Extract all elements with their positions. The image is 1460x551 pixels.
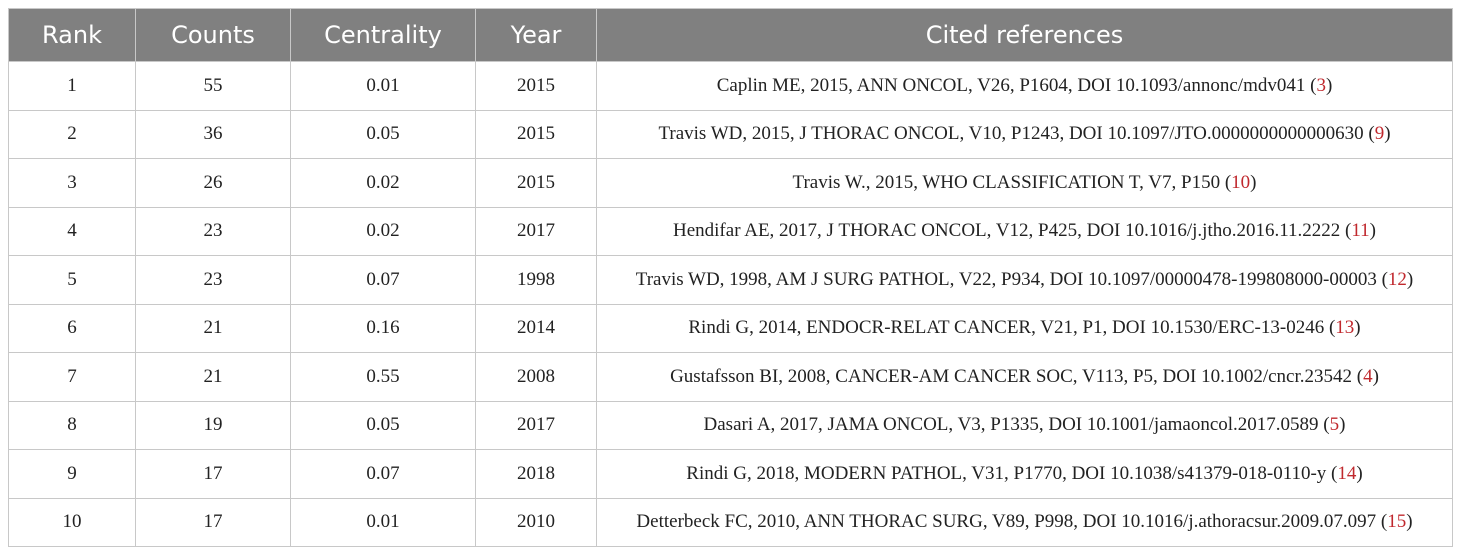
reference-cell: Rindi G, 2014, ENDOCR-RELAT CANCER, V21,… <box>596 303 1453 353</box>
table-cell: 2018 <box>475 449 597 499</box>
reference-text: ) <box>1384 123 1391 145</box>
table-cell: 0.02 <box>290 158 476 208</box>
reference-text: ) <box>1325 74 1333 96</box>
table-cell: 2010 <box>475 497 597 547</box>
table-cell: 23 <box>135 255 291 305</box>
table-row: 3 26 0.02 2015 Travis W., 2015, WHO CLASSIFI… <box>8 158 1453 208</box>
reference-text: ) <box>1356 462 1363 484</box>
citation-number: 5 <box>1329 414 1340 436</box>
header-cell: Year <box>475 8 597 62</box>
citation-number: 13 <box>1335 317 1355 339</box>
table-row: 7 21 0.55 2008 Gustafsson BI, 2008, CANCER-A… <box>8 352 1453 402</box>
table-cell: 26 <box>135 158 291 208</box>
table-cell: 36 <box>135 109 291 159</box>
reference-text: ) <box>1339 414 1346 436</box>
table-cell: 10 <box>8 497 136 547</box>
reference-text: Rindi G, 2018, MODERN PATHOL, V31, P1770… <box>686 462 1338 484</box>
table-cell: 5 <box>8 255 136 305</box>
reference-cell: Dasari A, 2017, JAMA ONCOL, V3, P1335, D… <box>596 400 1453 450</box>
table-cell: 55 <box>135 61 291 111</box>
citation-number: 10 <box>1231 171 1251 193</box>
table-cell: 0.05 <box>290 400 476 450</box>
table-cell: 0.16 <box>290 303 476 353</box>
table-cell: 21 <box>135 352 291 402</box>
table-cell: 1 <box>8 61 136 111</box>
citation-number: 12 <box>1387 268 1407 290</box>
reference-cell: Caplin ME, 2015, ANN ONCOL, V26, P1604, … <box>596 61 1453 111</box>
reference-cell: Hendifar AE, 2017, J THORAC ONCOL, V12, … <box>596 206 1453 256</box>
reference-text: ) <box>1250 171 1257 193</box>
header-cell: Cited references <box>596 8 1453 62</box>
table-cell: 19 <box>135 400 291 450</box>
header-cell: Centrality <box>290 8 476 62</box>
table-cell: 9 <box>8 449 136 499</box>
citation-number: 3 <box>1316 74 1326 96</box>
table-cell: 2017 <box>475 206 597 256</box>
table-cell: 0.01 <box>290 497 476 547</box>
reference-text: Travis WD, 1998, AM J SURG PATHOL, V22, … <box>635 268 1388 290</box>
table-cell: 4 <box>8 206 136 256</box>
reference-text: ) <box>1369 220 1376 242</box>
table-cell: 1998 <box>475 255 597 305</box>
citation-number: 14 <box>1337 462 1357 484</box>
header-cell: Rank <box>8 8 136 62</box>
reference-text: Gustafsson BI, 2008, CANCER-AM CANCER SO… <box>670 365 1364 387</box>
reference-text: Detterbeck FC, 2010, ANN THORAC SURG, V8… <box>636 511 1388 533</box>
reference-text: Travis W., 2015, WHO CLASSIFICATION T, V… <box>792 171 1232 193</box>
reference-text: ) <box>1406 511 1413 533</box>
table-row: 5 23 0.07 1998 Travis WD, 1998, AM J SURG PA… <box>8 255 1453 305</box>
citation-number: 4 <box>1363 365 1373 387</box>
table-row: 2 36 0.05 2015 Travis WD, 2015, J THORAC ONC… <box>8 109 1453 159</box>
table-cell: 0.07 <box>290 255 476 305</box>
reference-text: Hendifar AE, 2017, J THORAC ONCOL, V12, … <box>673 220 1352 242</box>
table-cell: 21 <box>135 303 291 353</box>
reference-cell: Gustafsson BI, 2008, CANCER-AM CANCER SO… <box>596 352 1453 402</box>
reference-cell: Travis WD, 2015, J THORAC ONCOL, V10, P1… <box>596 109 1453 159</box>
table-cell: 2017 <box>475 400 597 450</box>
citation-number: 15 <box>1387 511 1407 533</box>
table-row: 10 17 0.01 2010 Detterbeck FC, 2010, ANN THO… <box>8 497 1453 547</box>
table-cell: 2 <box>8 109 136 159</box>
reference-text: ) <box>1354 317 1361 339</box>
table-cell: 8 <box>8 400 136 450</box>
header-row: Rank Counts Centrality Year Cited references <box>8 8 1453 62</box>
table-cell: 6 <box>8 303 136 353</box>
table-cell: 3 <box>8 158 136 208</box>
reference-text: ) <box>1372 365 1379 387</box>
table-cell: 17 <box>135 497 291 547</box>
reference-text: Rindi G, 2014, ENDOCR-RELAT CANCER, V21,… <box>688 317 1336 339</box>
table-row: 9 17 0.07 2018 Rindi G, 2018, MODERN PATHOL,… <box>8 449 1453 499</box>
table-cell: 2015 <box>475 109 597 159</box>
table-cell: 17 <box>135 449 291 499</box>
table-cell: 2015 <box>475 61 597 111</box>
table-cell: 0.05 <box>290 109 476 159</box>
table-cell: 0.01 <box>290 61 476 111</box>
reference-cell: Travis WD, 1998, AM J SURG PATHOL, V22, … <box>596 255 1453 305</box>
citation-number: 11 <box>1351 220 1370 242</box>
reference-text: Travis WD, 2015, J THORAC ONCOL, V10, P1… <box>658 123 1375 145</box>
reference-cell: Travis W., 2015, WHO CLASSIFICATION T, V… <box>596 158 1453 208</box>
table-body: 1 55 0.01 2015 Caplin ME, 2015, ANN ONCOL, V… <box>8 61 1453 547</box>
table-cell: 0.07 <box>290 449 476 499</box>
reference-cell: Detterbeck FC, 2010, ANN THORAC SURG, V8… <box>596 497 1453 547</box>
citation-number: 9 <box>1374 123 1385 145</box>
table-cell: 2008 <box>475 352 597 402</box>
table-cell: 0.02 <box>290 206 476 256</box>
table-cell: 2014 <box>475 303 597 353</box>
table-row: 4 23 0.02 2017 Hendifar AE, 2017, J THORAC O… <box>8 206 1453 256</box>
reference-cell: Rindi G, 2018, MODERN PATHOL, V31, P1770… <box>596 449 1453 499</box>
reference-text: Dasari A, 2017, JAMA ONCOL, V3, P1335, D… <box>703 414 1330 436</box>
table-cell: 0.55 <box>290 352 476 402</box>
table-cell: 2015 <box>475 158 597 208</box>
table-row: 8 19 0.05 2017 Dasari A, 2017, JAMA ONCOL, V… <box>8 400 1453 450</box>
table-cell: 23 <box>135 206 291 256</box>
table-row: 1 55 0.01 2015 Caplin ME, 2015, ANN ONCOL, V… <box>8 61 1453 111</box>
table-cell: 7 <box>8 352 136 402</box>
reference-text: ) <box>1406 268 1414 290</box>
references-table: Rank Counts Centrality Year Cited references… <box>8 8 1453 547</box>
table-row: 6 21 0.16 2014 Rindi G, 2014, ENDOCR-RELAT C… <box>8 303 1453 353</box>
header-cell: Counts <box>135 8 291 62</box>
reference-text: Caplin ME, 2015, ANN ONCOL, V26, P1604, … <box>716 74 1317 96</box>
